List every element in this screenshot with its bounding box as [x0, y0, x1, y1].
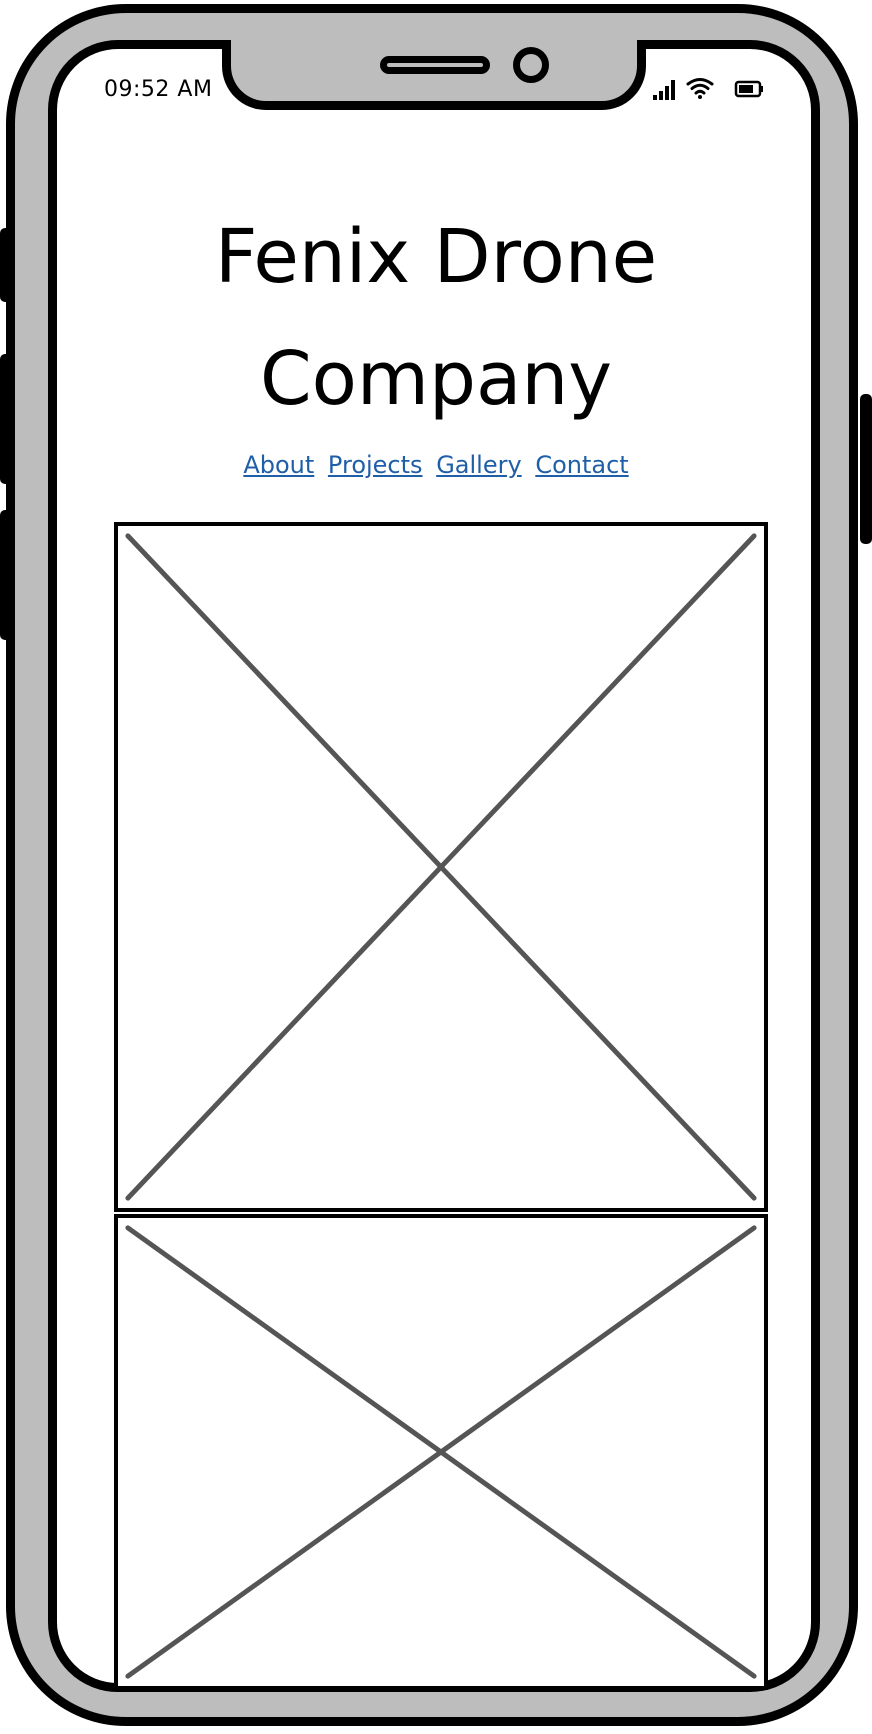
status-time: 09:52 AM: [104, 77, 213, 102]
signal-icon: [653, 80, 675, 100]
nav-link-contact[interactable]: Contact: [535, 451, 629, 479]
power-button: [860, 394, 872, 544]
nav-link-projects[interactable]: Projects: [327, 451, 423, 479]
wifi-icon: [686, 78, 714, 99]
notch: [222, 40, 646, 110]
nav-links: About Projects Gallery Contact: [96, 448, 776, 482]
speaker-grille: [380, 56, 490, 74]
nav-link-about[interactable]: About: [243, 451, 315, 479]
image-placeholder: [114, 1214, 768, 1690]
nav-link-gallery[interactable]: Gallery: [436, 451, 522, 479]
image-placeholder-icon: [125, 533, 757, 1201]
battery-icon: [734, 80, 763, 98]
image-placeholder: [114, 522, 768, 1212]
image-placeholder-icon: [125, 1225, 757, 1679]
page-title: Fenix Drone Company: [214, 214, 658, 422]
status-icons: [652, 74, 766, 102]
camera-icon: [513, 47, 549, 83]
